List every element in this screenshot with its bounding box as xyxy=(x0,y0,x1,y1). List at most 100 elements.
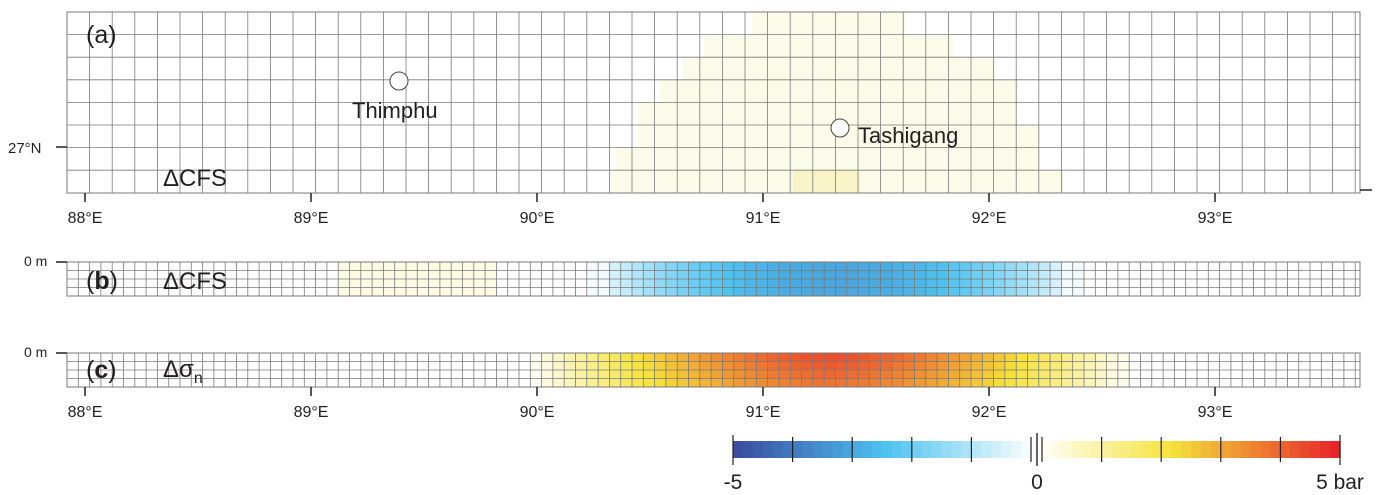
colorbar-swatch xyxy=(1250,441,1262,458)
colorbar-swatch xyxy=(1300,441,1311,458)
colorbar-swatch xyxy=(782,441,794,458)
colorbar-swatch xyxy=(1051,441,1063,458)
colorbar-swatch xyxy=(1230,441,1242,458)
panel-b-label-close: ) xyxy=(110,267,118,295)
panel-a-label-open: ( xyxy=(86,21,95,49)
colorbar-swatch xyxy=(1280,441,1291,458)
panel-b-label: (b) xyxy=(86,267,118,295)
lon-tick-label: 90°E xyxy=(520,210,555,227)
colorbar-positive-ramp xyxy=(1042,441,1341,458)
tashigang-label: Tashigang xyxy=(858,123,958,148)
panel-c-quantity: Δσn xyxy=(163,356,203,387)
colorbar-swatch xyxy=(882,441,893,458)
colorbar-swatch xyxy=(802,441,814,458)
lon-tick-label: 90°E xyxy=(520,404,555,421)
colorbar-swatch xyxy=(1021,441,1032,458)
colorbar-swatch xyxy=(832,441,843,458)
colorbar-negative-ramp xyxy=(733,441,1032,458)
lon-tick-label: 92°E xyxy=(972,404,1007,421)
colorbar-swatch xyxy=(1042,441,1053,458)
panel-c: 0 m (c) Δσn 88°E 89°E 90°E 91°E 92°E 93°E xyxy=(24,344,1361,421)
panel-a-label: (a) xyxy=(86,21,117,49)
colorbar-ticks xyxy=(732,433,1341,466)
colorbar-min-label: -5 xyxy=(724,471,743,494)
colorbar-swatch xyxy=(1001,441,1012,458)
colorbar-swatch xyxy=(931,441,943,458)
panel-b-label-open: ( xyxy=(86,267,95,295)
thimphu-marker xyxy=(389,71,409,91)
colorbar-swatch xyxy=(1101,441,1113,458)
colorbar-swatch xyxy=(1091,441,1103,458)
colorbar-swatch xyxy=(862,441,873,458)
colorbar-swatch xyxy=(911,441,923,458)
colorbar-swatch xyxy=(971,441,982,458)
colorbar-swatch xyxy=(1270,441,1281,458)
tashigang-marker xyxy=(830,118,850,138)
panel-a-label-letter: a xyxy=(94,21,108,49)
panel-b: 0 m (b) ΔCFS xyxy=(24,253,1361,297)
lat-tick-label: 27°N xyxy=(8,140,42,157)
panel-a-label-close: ) xyxy=(108,21,116,49)
colorbar-swatch xyxy=(762,441,774,458)
lon-tick-label: 89°E xyxy=(294,210,329,227)
colorbar-swatch xyxy=(951,441,963,458)
colorbar-swatch xyxy=(901,441,913,458)
colorbar-swatch xyxy=(1071,441,1083,458)
colorbar-swatch xyxy=(1310,441,1321,458)
colorbar-swatch xyxy=(812,441,823,458)
colorbar-swatch xyxy=(891,441,903,458)
panel-c-depth-label: 0 m xyxy=(24,344,47,360)
colorbar-swatch xyxy=(1131,441,1142,458)
panel-c-label-letter: c xyxy=(94,356,108,384)
colorbar-swatch xyxy=(1330,441,1341,458)
thimphu-label: Thimphu xyxy=(352,98,438,123)
lon-tick-label: 88°E xyxy=(68,404,103,421)
lon-tick-label: 91°E xyxy=(746,404,781,421)
colorbar-swatch xyxy=(1111,441,1123,458)
colorbar-swatch xyxy=(921,441,933,458)
panel-c-quantity-main: Δσ xyxy=(163,356,194,383)
panel-b-label-letter: b xyxy=(94,267,109,295)
colorbar-swatch xyxy=(1151,441,1162,458)
colorbar-swatch xyxy=(1320,441,1331,458)
colorbar: -5 0 5 bar xyxy=(724,433,1364,494)
colorbar-swatch xyxy=(1121,441,1132,458)
colorbar-swatch xyxy=(1240,441,1252,458)
colorbar-swatch xyxy=(842,441,853,458)
panel-c-label-close: ) xyxy=(108,356,116,384)
colorbar-swatch xyxy=(1290,441,1301,458)
colorbar-swatch xyxy=(1161,441,1172,458)
panel-c-grid xyxy=(66,352,1361,388)
colorbar-swatch xyxy=(1200,441,1212,458)
panel-c-label: (c) xyxy=(86,356,117,384)
colorbar-swatch xyxy=(822,441,833,458)
colorbar-swatch xyxy=(1220,441,1232,458)
lon-tick-label: 88°E xyxy=(68,210,103,227)
colorbar-swatch xyxy=(772,441,784,458)
colorbar-swatch xyxy=(872,441,883,458)
panel-c-lon-ticks: 88°E 89°E 90°E 91°E 92°E 93°E xyxy=(68,387,1232,421)
colorbar-swatch xyxy=(1191,441,1202,458)
colorbar-swatch xyxy=(991,441,1002,458)
colorbar-swatch xyxy=(1061,441,1073,458)
panel-a-quantity: ΔCFS xyxy=(163,165,227,192)
panel-b-quantity: ΔCFS xyxy=(163,268,227,295)
colorbar-swatch xyxy=(742,441,754,458)
panel-c-quantity-sub: n xyxy=(194,370,203,387)
colorbar-swatch xyxy=(1171,441,1182,458)
colorbar-mid-label: 0 xyxy=(1031,471,1043,494)
colorbar-swatch xyxy=(792,441,804,458)
panel-c-stress-cells xyxy=(530,353,1130,387)
lon-tick-label: 91°E xyxy=(746,210,781,227)
panel-a: 27°N 88°E 89°E 90°E 91°E 92°E 93°E (a) ΔCFS T… xyxy=(8,11,1372,227)
colorbar-swatch xyxy=(961,441,972,458)
colorbar-swatch xyxy=(752,441,764,458)
lon-tick-label: 92°E xyxy=(972,210,1007,227)
colorbar-swatch xyxy=(1260,441,1272,458)
lon-tick-label: 93°E xyxy=(1198,210,1233,227)
colorbar-swatch xyxy=(1210,441,1222,458)
panel-a-grid xyxy=(66,11,1361,194)
colorbar-swatch xyxy=(941,441,953,458)
panel-c-label-open: ( xyxy=(86,356,95,384)
